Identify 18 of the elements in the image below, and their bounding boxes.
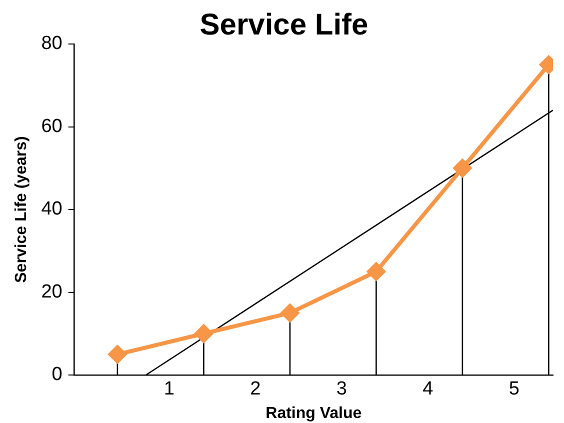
point: [108, 345, 126, 364]
point: [453, 159, 472, 178]
point: [280, 304, 299, 322]
point: [367, 262, 386, 281]
y-tick-label: 40: [41, 198, 62, 220]
x-tick-label: 2: [250, 378, 261, 400]
x-tick-label: 3: [336, 378, 347, 400]
y-tick-label: 80: [41, 33, 62, 54]
y-tick-label: 60: [41, 116, 62, 137]
x-tick-label: 4: [422, 378, 434, 400]
x-tick-label: 1: [164, 378, 174, 400]
x-tick-label: 5: [508, 378, 520, 400]
y-tick-label: 20: [41, 281, 62, 302]
y-axis-title: Service Life (years): [13, 136, 30, 283]
chart-title: Service Life: [200, 8, 368, 42]
x-axis-title: Rating Value: [266, 404, 362, 422]
point: [194, 324, 213, 343]
y-tick-label: 0: [52, 364, 62, 386]
